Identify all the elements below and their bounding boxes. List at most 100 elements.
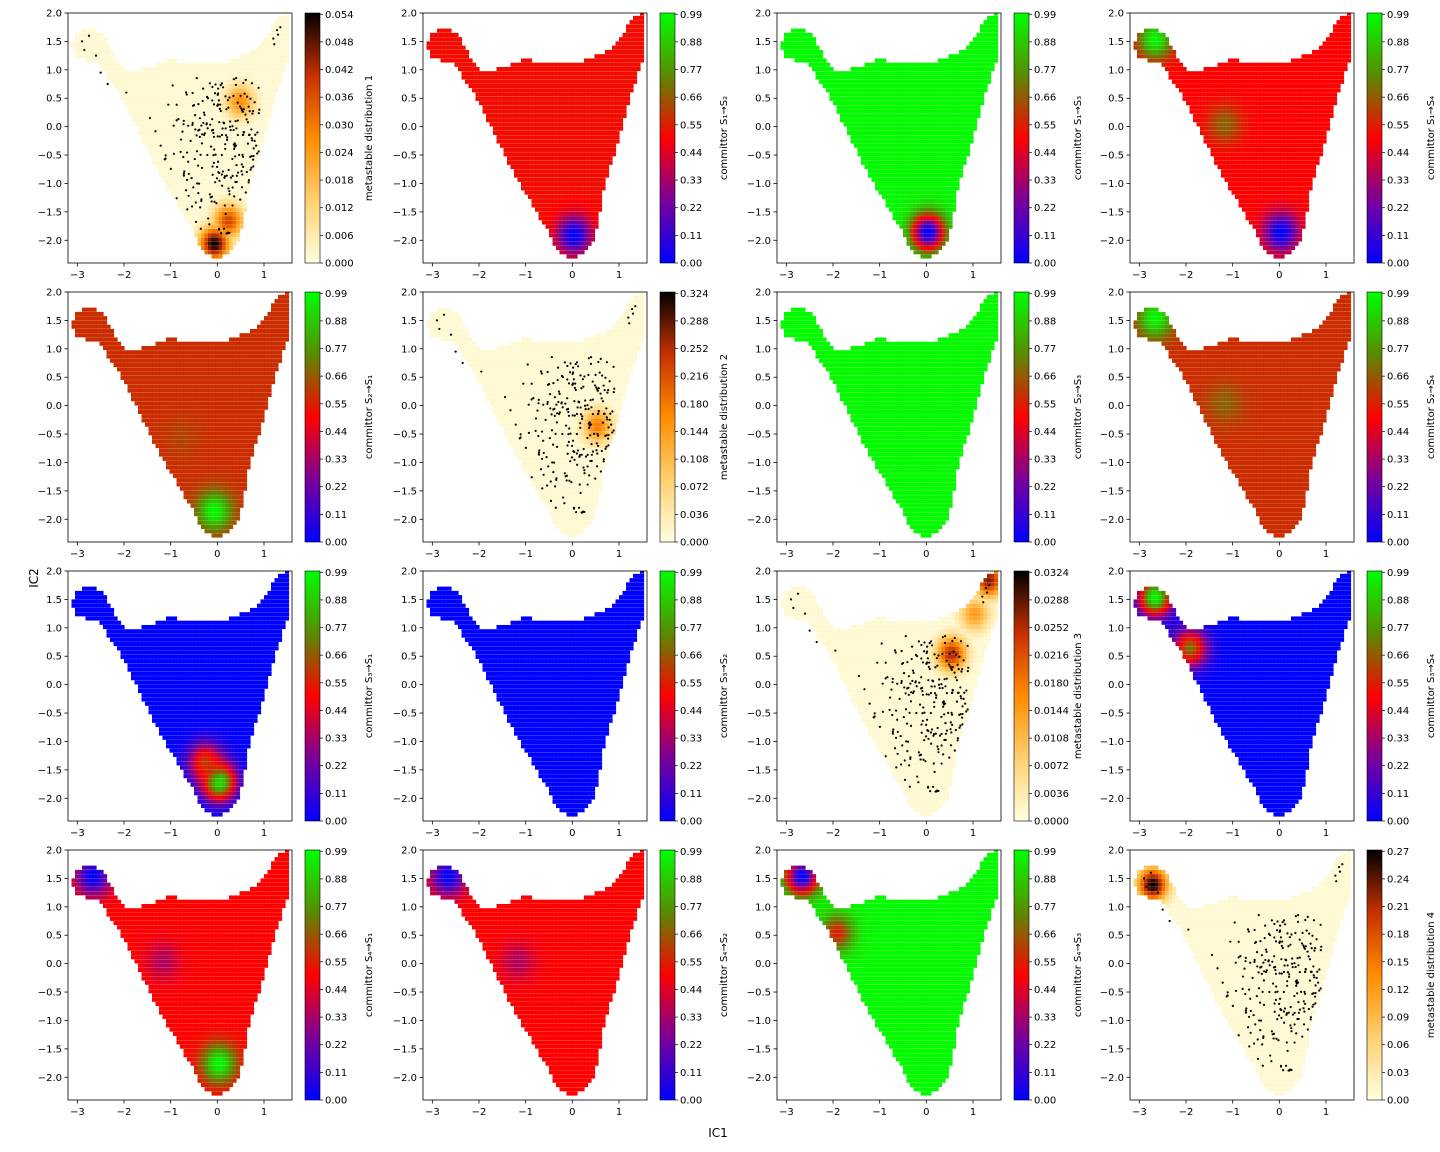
heatmap-cell	[271, 101, 276, 106]
heatmap-cell	[120, 88, 125, 93]
heatmap-cell	[563, 233, 568, 238]
heatmap-cell	[232, 101, 237, 106]
heatmap-cell	[250, 54, 255, 59]
sample-point	[201, 87, 205, 90]
heatmap-cell	[232, 109, 237, 114]
heatmap-cell	[556, 96, 561, 101]
heatmap-cell	[545, 199, 550, 204]
heatmap-cell	[636, 32, 641, 37]
heatmap-cell	[945, 160, 950, 165]
heatmap-cell	[542, 66, 547, 72]
heatmap-cell	[85, 41, 90, 46]
heatmap-cell	[570, 241, 575, 246]
heatmap-cell	[243, 160, 248, 165]
heatmap-cell	[556, 143, 561, 148]
heatmap-cell	[608, 88, 613, 93]
heatmap-cell	[952, 122, 957, 127]
heatmap-cell	[903, 122, 908, 127]
heatmap-cell	[570, 160, 575, 165]
sample-point	[212, 135, 216, 138]
heatmap-cell	[945, 92, 950, 97]
heatmap-cell	[857, 84, 862, 89]
heatmap-cell	[941, 220, 946, 225]
heatmap-cell	[980, 32, 985, 37]
heatmap-cell	[236, 126, 241, 131]
heatmap-cell	[619, 105, 624, 110]
heatmap-cell	[861, 122, 866, 127]
heatmap-cell	[580, 169, 585, 174]
heatmap-cell	[948, 96, 953, 101]
heatmap-cell	[573, 250, 578, 255]
heatmap-cell	[236, 169, 241, 174]
heatmap-cell	[587, 122, 592, 127]
heatmap-cell	[260, 130, 265, 135]
heatmap-cell	[538, 203, 543, 208]
heatmap-cell	[159, 92, 164, 97]
heatmap-cell	[843, 71, 848, 76]
heatmap-cell	[232, 147, 237, 153]
heatmap-cell	[924, 237, 929, 242]
heatmap-cell	[584, 152, 589, 157]
heatmap-cell	[580, 233, 585, 238]
heatmap-cell	[239, 126, 244, 131]
heatmap-cell	[197, 190, 202, 195]
heatmap-cell	[973, 92, 978, 97]
heatmap-cell	[152, 139, 157, 144]
heatmap-cell	[461, 66, 466, 72]
sample-point	[242, 130, 245, 134]
heatmap-cell	[531, 84, 536, 89]
heatmap-cell	[892, 84, 897, 89]
heatmap-cell	[232, 62, 237, 67]
heatmap-cell	[85, 49, 90, 55]
heatmap-cell	[896, 113, 901, 118]
heatmap-cell	[983, 62, 988, 67]
heatmap-cell	[559, 105, 564, 110]
heatmap-cell	[559, 156, 564, 161]
heatmap-cell	[591, 237, 596, 242]
heatmap-cell	[173, 109, 178, 114]
heatmap-cell	[927, 75, 932, 80]
heatmap-cell	[500, 75, 505, 80]
heatmap-cell	[563, 207, 568, 212]
heatmap-cell	[201, 66, 206, 72]
heatmap-cell	[166, 113, 171, 118]
heatmap-cell	[938, 186, 943, 191]
heatmap-cell	[899, 173, 904, 178]
heatmap-cell	[608, 101, 613, 106]
heatmap-cell	[162, 139, 167, 144]
heatmap-cell	[594, 84, 599, 89]
heatmap-cell	[899, 194, 904, 199]
heatmap-cell	[141, 96, 146, 101]
heatmap-cell	[552, 105, 557, 110]
heatmap-cell	[927, 71, 932, 76]
heatmap-cell	[931, 250, 936, 255]
heatmap-cell	[948, 135, 953, 140]
heatmap-cell	[531, 88, 536, 93]
heatmap-cell	[913, 182, 918, 187]
heatmap-cell	[260, 118, 265, 123]
heatmap-cell	[264, 49, 269, 55]
heatmap-cell	[96, 58, 101, 63]
heatmap-cell	[211, 79, 216, 84]
heatmap-cell	[545, 186, 550, 191]
heatmap-cell	[580, 147, 585, 153]
heatmap-cell	[633, 49, 638, 55]
sample-point	[238, 105, 242, 108]
heatmap-cell	[573, 245, 578, 251]
heatmap-cell	[889, 194, 894, 199]
heatmap-cell	[556, 66, 561, 72]
heatmap-cell	[822, 58, 827, 63]
sample-point	[83, 48, 86, 52]
heatmap-cell	[176, 113, 181, 118]
sample-point	[250, 155, 253, 158]
heatmap-cell	[465, 58, 470, 63]
heatmap-cell	[215, 190, 220, 195]
heatmap-cell	[514, 164, 519, 170]
heatmap-cell	[138, 75, 143, 80]
heatmap-cell	[215, 75, 220, 80]
heatmap-cell	[927, 135, 932, 140]
heatmap-cell	[222, 113, 227, 118]
heatmap-cell	[980, 54, 985, 59]
heatmap-cell	[885, 199, 890, 204]
heatmap-cell	[889, 199, 894, 204]
